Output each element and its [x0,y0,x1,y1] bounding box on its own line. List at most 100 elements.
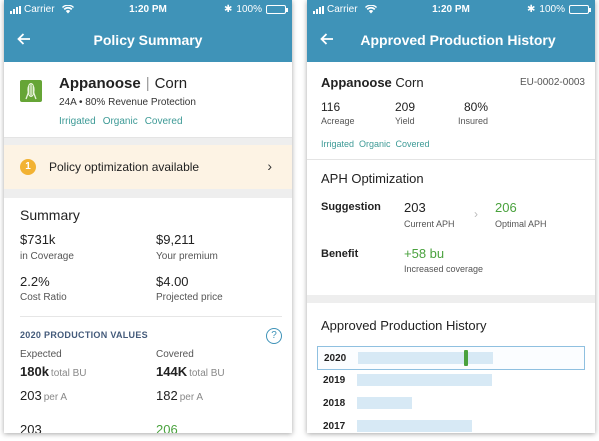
summary-section: Summary $731k in Coverage $9,211 Your pr… [4,198,292,433]
field-card[interactable]: Appanoose | Corn 24A • 80% Revenue Protect… [4,62,292,138]
benefit-label: Benefit [321,248,359,260]
field-id: EU-0002-0003 [519,77,585,88]
signal-icon [10,5,21,14]
summary-heading: Summary [20,207,80,223]
signal-icon [313,5,324,14]
carrier-label: Carrier [24,4,55,15]
chevron-right-icon: › [267,158,272,174]
yield-label: Yield [395,116,415,126]
tag-covered: Covered [144,116,183,127]
premium-label: Your premium [156,251,218,262]
optimal-aph-caption: Optimal APH [495,219,547,229]
benefit-value: +58 bu [404,246,445,261]
field-title: Appanoose Corn [321,75,424,90]
optimization-heading: APH Optimization [321,171,424,186]
covered-per-unit: per A [179,392,204,403]
history-row-2017[interactable]: 2017 [317,415,585,433]
field-name: Appanoose [59,75,141,92]
partial-value-left: 203 [20,422,42,433]
aph-optimization-section: APH Optimization Suggestion 203 Current … [307,160,595,295]
carrier-group: Carrier [313,4,377,15]
expected-total: 180k total BU [20,364,87,379]
field-subtitle: 24A • 80% Revenue Protection [59,97,196,108]
cost-ratio-value: 2.2% [20,274,50,289]
tag-organic: Organic [359,139,391,149]
banner-text: Policy optimization available [49,160,200,174]
history-bar [357,397,412,409]
page-title: Approved Production History [360,32,556,48]
premium-value: $9,211 [156,232,195,247]
covered-per-value: 182 [156,388,178,403]
partial-value-right: 206 [156,422,178,433]
field-title: Appanoose | Corn [59,75,187,92]
history-year-label: 2017 [323,421,346,432]
current-aph-caption: Current APH [404,219,455,229]
insured-value: 80% [464,100,489,114]
battery-percent: 100% [236,4,262,15]
bluetooth-icon: ✱ [527,4,536,15]
section-divider [4,189,292,198]
tag-covered: Covered [395,139,430,149]
back-button[interactable] [10,24,40,54]
insured-label: Insured [458,116,489,126]
acreage-value: 116 [321,100,341,114]
yield-value: 209 [395,100,416,114]
history-row-2018[interactable]: 2018 [317,392,585,416]
tag-organic: Organic [102,116,138,127]
bluetooth-icon: ✱ [224,4,233,15]
history-row-2020[interactable]: 2020 [317,346,585,370]
wifi-icon [364,5,377,14]
production-heading: 2020 PRODUCTION VALUES [20,330,148,340]
projected-price-label: Projected price [156,292,223,303]
nav-bar: Policy Summary [4,20,292,62]
expected-per-acre: 203 per A [20,388,67,403]
status-bar: Carrier 1:20 PM ✱ 100% [4,0,292,20]
tag-irrigated: Irrigated [321,139,355,149]
carrier-label: Carrier [327,4,358,15]
projected-price-value: $4.00 [156,274,189,289]
history-marker [464,350,468,366]
expected-total-unit: total BU [50,368,87,379]
history-bar [358,350,493,366]
wifi-icon [61,5,74,14]
battery-group: ✱ 100% [527,4,591,15]
coverage-value: $731k [20,232,56,247]
current-aph-value: 203 [404,200,426,215]
field-card: Appanoose Corn EU-0002-0003 116 Acreage … [307,62,595,160]
suggestion-label: Suggestion [321,201,381,213]
field-crop: Corn [154,75,188,92]
history-year-label: 2019 [323,375,346,386]
covered-per-acre: 182 per A [156,388,203,403]
optimal-aph-value: 206 [495,200,517,215]
covered-total-unit: total BU [189,368,225,379]
back-button[interactable] [313,24,343,54]
cost-ratio-label: Cost Ratio [20,292,67,303]
field-name: Appanoose [321,75,392,90]
expected-per-value: 203 [20,388,42,403]
count-badge: 1 [20,159,36,175]
history-row-2019[interactable]: 2019 [317,369,585,393]
carrier-group: Carrier [10,4,74,15]
battery-icon [569,5,591,14]
field-crop: Corn [395,75,424,90]
covered-label: Covered [156,349,194,360]
history-year-label: 2018 [323,398,346,409]
expected-per-unit: per A [43,392,68,403]
history-year-label: 2020 [324,353,347,364]
corn-icon [20,80,42,102]
section-divider [307,295,595,303]
benefit-caption: Increased coverage [404,264,484,274]
optimization-banner[interactable]: 1 Policy optimization available › [4,145,292,189]
chevron-right-icon: › [474,207,478,221]
coverage-label: in Coverage [20,251,74,262]
acreage-label: Acreage [321,116,355,126]
expected-total-value: 180k [20,364,49,379]
status-time: 1:20 PM [432,4,470,15]
policy-summary-screen: Carrier 1:20 PM ✱ 100% Policy Summary Ap… [4,0,292,433]
back-arrow-icon [320,33,333,45]
help-icon[interactable]: ? [266,328,282,344]
nav-bar: Approved Production History [307,20,595,62]
battery-group: ✱ 100% [224,4,288,15]
aph-screen: Carrier 1:20 PM ✱ 100% Approved Producti… [307,0,595,433]
covered-total: 144K total BU [156,364,225,379]
